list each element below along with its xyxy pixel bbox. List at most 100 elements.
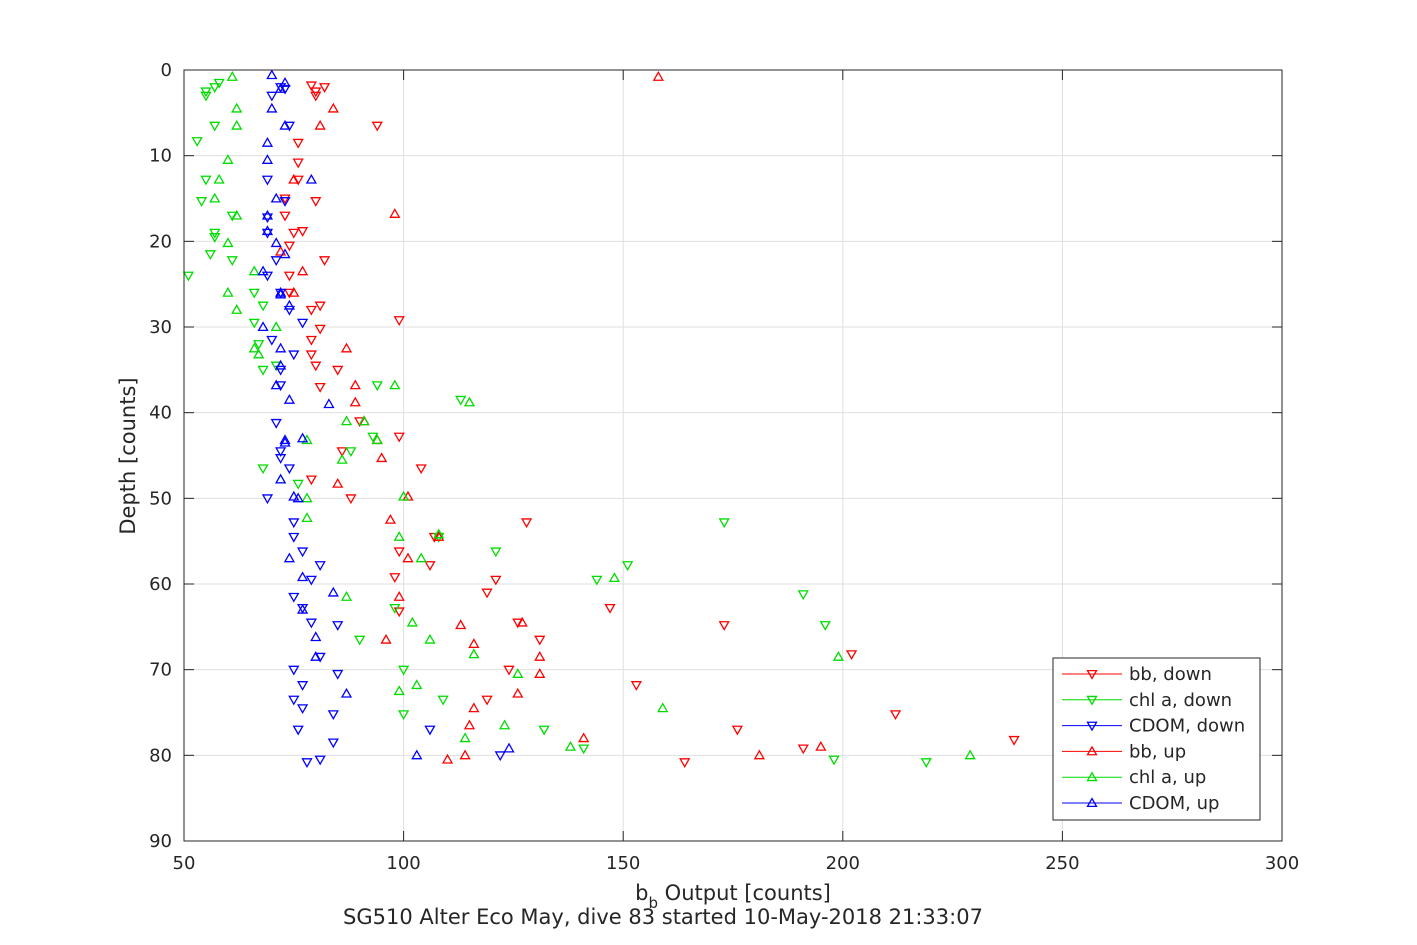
data-point: [340, 342, 353, 353]
data-point: [266, 69, 278, 80]
data-point: [305, 335, 317, 346]
data-point: [578, 744, 590, 755]
data-point: [318, 256, 331, 266]
data-point: [296, 571, 309, 582]
data-point: [305, 305, 317, 316]
legend-label: CDOM, down: [1129, 716, 1245, 737]
data-point: [288, 695, 300, 706]
data-point: [310, 197, 322, 207]
data-point: [371, 381, 383, 392]
data-point: [345, 494, 357, 505]
data-point: [296, 265, 309, 276]
data-point: [288, 350, 300, 361]
data-point: [288, 518, 300, 529]
data-point: [195, 197, 208, 207]
legend-box: [1052, 657, 1261, 821]
data-point: [433, 528, 445, 539]
legend-label: chl a, down: [1129, 690, 1232, 711]
data-point: [323, 398, 335, 409]
data-point: [340, 415, 353, 426]
data-point: [389, 379, 401, 390]
data-point: [455, 395, 467, 406]
data-point: [389, 573, 401, 583]
y-tick-label: 0: [161, 60, 172, 81]
data-point: [327, 586, 339, 597]
data-point: [512, 687, 524, 698]
data-point: [490, 547, 502, 558]
data-point: [275, 473, 287, 484]
data-point: [292, 492, 304, 503]
data-point: [288, 592, 300, 603]
data-point: [964, 749, 976, 760]
data-point: [248, 318, 260, 329]
data-point: [393, 531, 405, 541]
data-point: [296, 318, 309, 329]
data-point: [393, 685, 405, 696]
data-point: [261, 175, 274, 186]
data-point: [288, 286, 300, 297]
data-point: [275, 286, 287, 297]
data-point: [630, 681, 642, 691]
data-point: [679, 758, 691, 768]
data-point: [397, 490, 410, 501]
data-point: [275, 447, 287, 458]
data-point: [314, 119, 326, 130]
data-point: [441, 753, 454, 764]
data-point: [468, 648, 480, 659]
data-point: [270, 256, 282, 266]
legend-marker: [1086, 797, 1098, 808]
data-point: [336, 447, 348, 458]
data-point: [279, 434, 291, 445]
data-point: [257, 265, 269, 276]
y-tick-label: 10: [149, 146, 172, 167]
data-point: [261, 137, 274, 147]
data-point: [283, 305, 296, 316]
ticks: [183, 69, 1283, 842]
data-point: [275, 365, 287, 376]
data-point: [332, 621, 344, 631]
data-point: [253, 348, 265, 359]
data-point: [371, 121, 383, 132]
data-point: [459, 749, 471, 760]
x-tick-label: 250: [1045, 853, 1079, 874]
data-point: [209, 233, 221, 243]
data-point: [332, 477, 344, 488]
data-point: [248, 265, 260, 276]
legend-marker: [1086, 695, 1098, 706]
data-point: [389, 603, 401, 614]
data-point: [292, 158, 304, 169]
legend-label: bb, up: [1129, 741, 1186, 762]
legend: bb, down chl a, down CDOM, down bb, up chl a…: [1052, 657, 1261, 821]
data-point: [296, 681, 309, 691]
data-point: [231, 304, 243, 314]
data-point: [516, 616, 528, 627]
x-tick-label: 50: [173, 853, 196, 874]
data-point: [231, 209, 243, 220]
data-point: [340, 591, 353, 601]
data-point: [283, 241, 296, 252]
data-point: [283, 464, 296, 475]
data-point: [279, 248, 291, 259]
data-point: [621, 561, 634, 571]
data-point: [397, 710, 410, 721]
data-point: [275, 83, 287, 93]
data-point: [828, 755, 840, 766]
grid: [183, 69, 1283, 842]
data-point: [459, 732, 471, 743]
y-tick-label: 50: [149, 488, 172, 509]
data-point: [222, 237, 234, 248]
data-point: [406, 616, 419, 627]
data-point: [279, 84, 291, 95]
data-point: [305, 475, 317, 486]
data-point: [314, 755, 326, 766]
data-point: [283, 552, 296, 563]
y-tick-label: 20: [149, 231, 172, 252]
data-point: [222, 154, 234, 164]
data-point: [564, 740, 577, 751]
data-point: [652, 71, 664, 81]
data-point: [503, 742, 515, 753]
data-point: [261, 494, 274, 505]
data-point: [920, 758, 932, 768]
data-point: [288, 490, 300, 501]
data-point: [257, 301, 269, 312]
